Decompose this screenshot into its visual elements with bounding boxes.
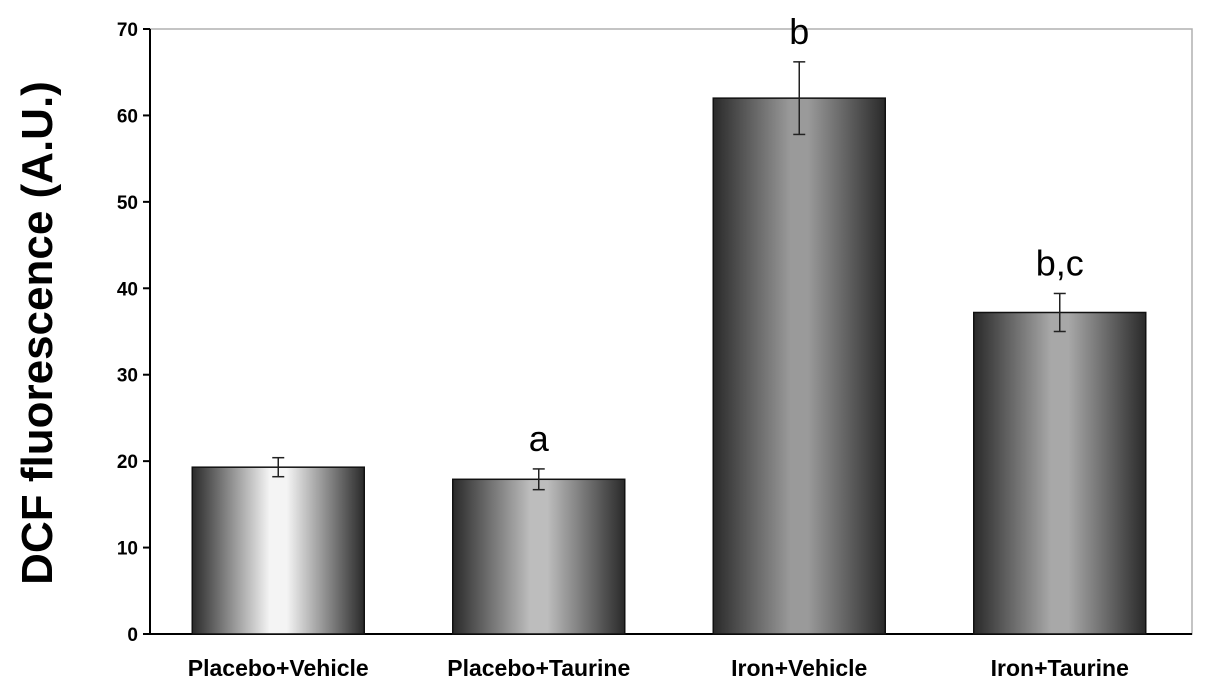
y-tick-label: 50 bbox=[117, 193, 138, 214]
y-tick-label: 10 bbox=[117, 539, 138, 560]
y-tick-label: 70 bbox=[117, 20, 138, 41]
y-tick-label: 0 bbox=[127, 625, 138, 646]
bars bbox=[191, 97, 1147, 635]
y-tick-label: 40 bbox=[117, 279, 138, 300]
x-tick-label: Placebo+Taurine bbox=[447, 655, 630, 681]
x-tick-label: Iron+Vehicle bbox=[731, 655, 867, 681]
significance-label: a bbox=[529, 418, 550, 459]
x-axis-labels: Placebo+Vehicle Placebo+Taurine Iron+Vehic… bbox=[188, 655, 1129, 681]
significance-label: b bbox=[789, 11, 809, 52]
bar-iron-vehicle bbox=[712, 97, 886, 635]
y-axis-label: DCF fluorescence (A.U.) bbox=[13, 81, 62, 585]
significance-label: b,c bbox=[1036, 242, 1084, 283]
bar-placebo-vehicle bbox=[191, 466, 365, 635]
y-tick-label: 20 bbox=[117, 452, 138, 473]
y-tick-label: 30 bbox=[117, 366, 138, 387]
x-tick-label: Placebo+Vehicle bbox=[188, 655, 369, 681]
significance-annotations: a b b,c bbox=[529, 11, 1084, 459]
y-tick-label: 60 bbox=[117, 106, 138, 127]
x-tick-label: Iron+Taurine bbox=[991, 655, 1129, 681]
bar-placebo-taurine bbox=[452, 478, 626, 635]
error-bars bbox=[272, 61, 1066, 491]
bar-iron-taurine bbox=[973, 311, 1147, 635]
